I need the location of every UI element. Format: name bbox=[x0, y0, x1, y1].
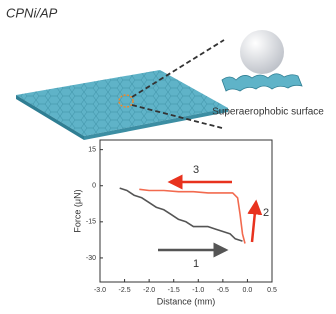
x-tick-label: 0.0 bbox=[243, 287, 253, 294]
surface-section bbox=[222, 74, 302, 91]
arrow-2 bbox=[252, 202, 256, 242]
x-tick-label: -2.5 bbox=[119, 287, 131, 294]
y-tick-label: -30 bbox=[86, 255, 96, 262]
plot-frame bbox=[100, 140, 272, 282]
caption: Superaerophobic surface bbox=[212, 107, 324, 118]
y-tick-label: 0 bbox=[92, 183, 96, 190]
figure: CPNi/AP Superaerophobic surface -3.0 -2.5… bbox=[0, 0, 336, 309]
figure-label: CPNi/AP bbox=[6, 5, 58, 20]
y-tick-label: 15 bbox=[88, 146, 96, 153]
x-tick-label: -3.0 bbox=[94, 287, 106, 294]
data-line bbox=[120, 188, 243, 241]
annotation: 2 bbox=[263, 207, 269, 219]
y-tick-label: -15 bbox=[86, 219, 96, 226]
chart: -3.0 -2.5 -2.0 -1.5 -1.0 -0.5 0.0 0.5 15 0 -15 -30 D… bbox=[72, 140, 277, 306]
bubble bbox=[240, 30, 284, 74]
x-tick-label: -2.0 bbox=[143, 287, 155, 294]
x-axis-label: Distance (mm) bbox=[157, 296, 216, 306]
x-tick-label: -1.0 bbox=[192, 287, 204, 294]
schematic: Superaerophobic surface bbox=[16, 30, 324, 140]
data-line bbox=[139, 189, 245, 243]
y-axis-label: Force (μN) bbox=[72, 189, 82, 232]
x-tick-label: -0.5 bbox=[217, 287, 229, 294]
x-tick-label: -1.5 bbox=[168, 287, 180, 294]
annotation: 1 bbox=[193, 258, 199, 270]
substrate-texture bbox=[16, 70, 228, 136]
annotation: 3 bbox=[193, 164, 199, 176]
x-tick-label: 0.5 bbox=[267, 287, 277, 294]
